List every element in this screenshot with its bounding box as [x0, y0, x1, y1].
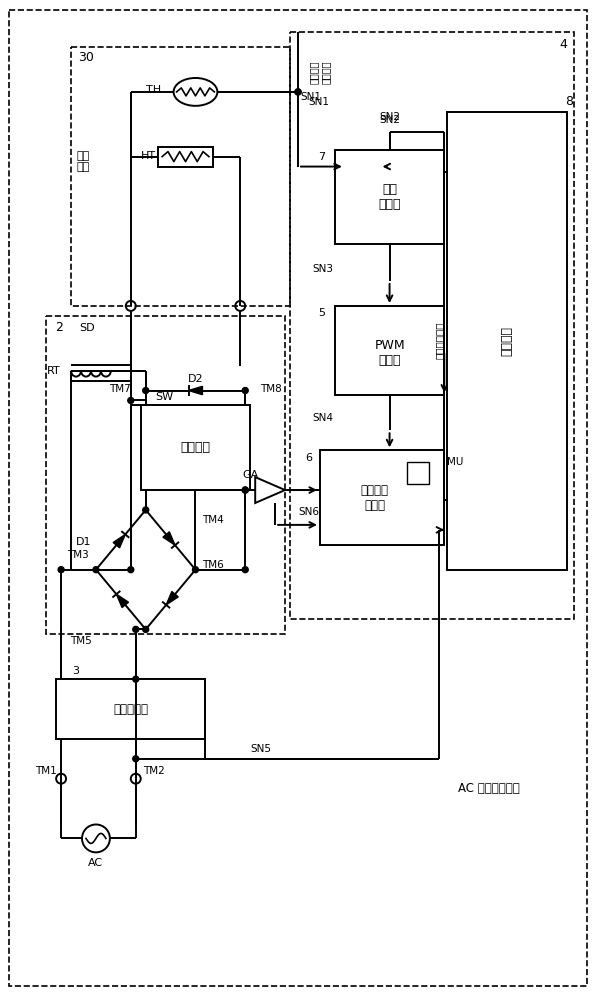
Text: TM3: TM3 — [67, 550, 89, 560]
Text: PWM
控制部: PWM 控制部 — [374, 339, 405, 367]
Bar — [71, 47, 290, 306]
Text: AC: AC — [88, 858, 103, 868]
Bar — [158, 147, 213, 167]
Text: 5: 5 — [318, 308, 325, 318]
Text: SN1: SN1 — [300, 92, 321, 102]
Circle shape — [143, 507, 149, 513]
Text: SN3: SN3 — [312, 264, 333, 274]
Bar — [320, 450, 444, 545]
Text: SD: SD — [79, 323, 95, 333]
Circle shape — [93, 567, 99, 573]
Circle shape — [242, 487, 248, 493]
Text: D1: D1 — [75, 537, 91, 547]
Bar — [141, 405, 250, 490]
Text: 电流限制
控制部: 电流限制 控制部 — [361, 484, 389, 512]
Bar — [290, 32, 574, 619]
Text: AC 电流检测信号: AC 电流检测信号 — [458, 782, 520, 795]
Text: 电流监视部: 电流监视部 — [113, 703, 148, 716]
Text: 4: 4 — [560, 38, 568, 51]
Polygon shape — [116, 594, 128, 608]
Polygon shape — [255, 477, 285, 503]
Circle shape — [192, 567, 198, 573]
Text: HT: HT — [140, 151, 156, 161]
Polygon shape — [113, 534, 125, 548]
Text: 6: 6 — [305, 453, 312, 463]
Text: 定影温度指令: 定影温度指令 — [435, 322, 444, 359]
Circle shape — [133, 626, 139, 632]
Bar — [335, 306, 444, 395]
Text: 定影
装置: 定影 装置 — [76, 151, 90, 172]
Circle shape — [133, 756, 139, 762]
Text: RT: RT — [47, 366, 61, 376]
Circle shape — [242, 388, 248, 393]
Text: TH: TH — [146, 85, 161, 95]
Circle shape — [143, 626, 149, 632]
Circle shape — [242, 487, 248, 493]
Text: GA: GA — [242, 470, 258, 480]
Bar — [408, 462, 429, 484]
Text: 30: 30 — [78, 51, 94, 64]
Circle shape — [128, 397, 134, 403]
Circle shape — [143, 388, 149, 393]
Text: 控制基板: 控制基板 — [500, 326, 513, 356]
Circle shape — [295, 89, 301, 95]
Bar — [335, 150, 444, 244]
Circle shape — [128, 567, 134, 573]
Text: SN2: SN2 — [379, 112, 400, 122]
Text: SN1: SN1 — [308, 97, 329, 107]
Text: 2: 2 — [55, 321, 63, 334]
Text: D2: D2 — [187, 374, 204, 384]
Text: 定影温度
检测信号: 定影温度 检测信号 — [309, 60, 331, 84]
Bar — [447, 112, 567, 570]
Text: 8: 8 — [565, 95, 573, 108]
Text: SN2: SN2 — [379, 115, 400, 125]
Text: 温度
比较部: 温度 比较部 — [378, 183, 401, 211]
Text: SN4: SN4 — [312, 413, 333, 423]
Text: SN5: SN5 — [250, 744, 271, 754]
Circle shape — [133, 676, 139, 682]
Text: TM1: TM1 — [35, 766, 57, 776]
Text: TM4: TM4 — [202, 515, 224, 525]
Polygon shape — [163, 532, 175, 545]
Circle shape — [58, 567, 64, 573]
Text: TM8: TM8 — [260, 384, 282, 394]
Polygon shape — [189, 386, 202, 395]
Bar — [56, 679, 205, 739]
Polygon shape — [166, 592, 179, 605]
Text: TM5: TM5 — [70, 636, 92, 646]
Bar — [46, 316, 285, 634]
Text: TM7: TM7 — [109, 384, 131, 394]
Circle shape — [295, 89, 301, 95]
Text: 3: 3 — [73, 666, 79, 676]
Text: SW: SW — [156, 392, 174, 402]
Text: 7: 7 — [318, 152, 325, 162]
Text: 开关元件: 开关元件 — [180, 441, 211, 454]
Text: MU: MU — [447, 457, 464, 467]
Text: SN6: SN6 — [298, 507, 319, 517]
Circle shape — [242, 567, 248, 573]
Text: TM2: TM2 — [143, 766, 165, 776]
Text: TM6: TM6 — [202, 560, 224, 570]
